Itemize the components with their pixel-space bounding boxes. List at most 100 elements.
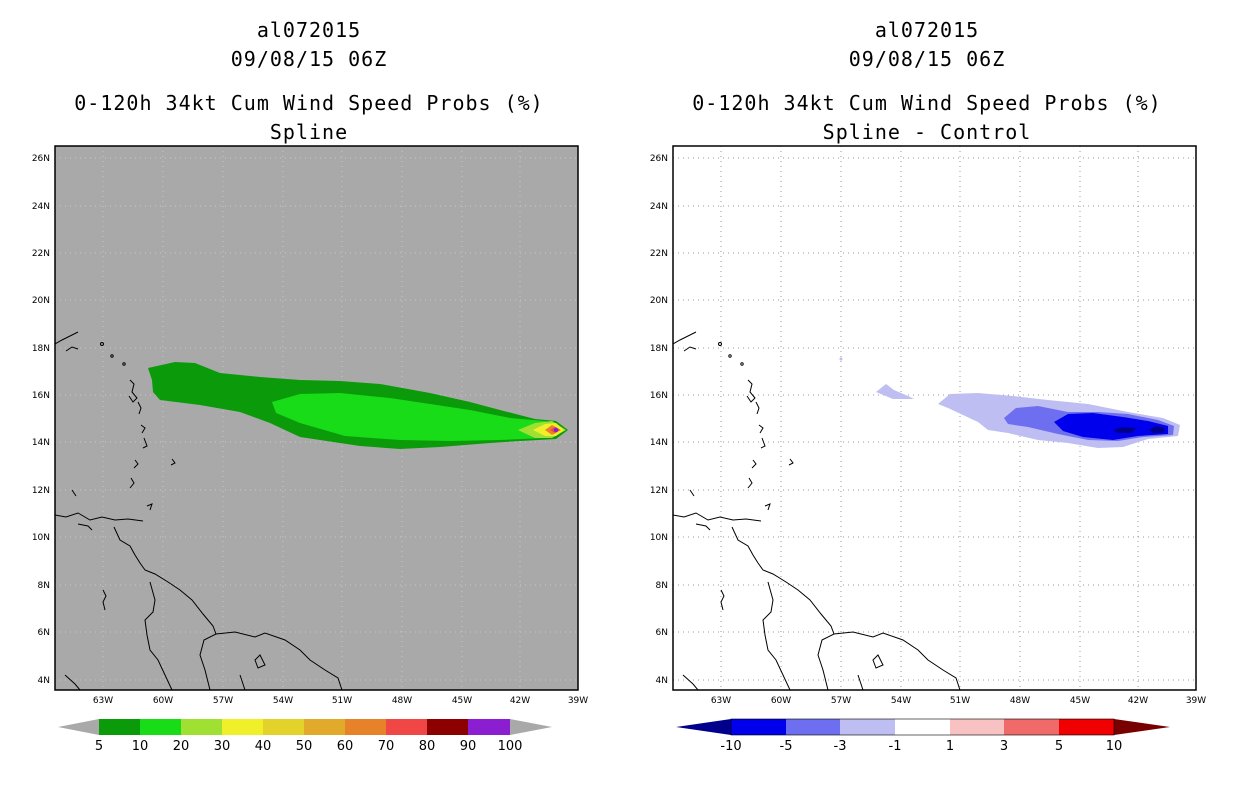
- colorbar-swatch: [386, 719, 427, 735]
- colorbar-swatch: [345, 719, 386, 735]
- probability-map: 26N 24N 22N 20N 18N 16N 14N 12N 10N 8N 6…: [32, 145, 588, 754]
- colorbar-label: 10: [132, 739, 149, 754]
- prob-swath-10pct: [272, 393, 566, 441]
- colorbar-swatch: [140, 719, 181, 735]
- lat-label: 12N: [650, 486, 668, 496]
- panel-subtitle: Spline - Control: [822, 120, 1032, 144]
- colorbar-label: 5: [95, 739, 103, 754]
- lat-label: 20N: [32, 296, 50, 306]
- lat-label: 18N: [650, 344, 668, 354]
- lat-label: 10N: [650, 533, 668, 543]
- colorbar-swatch: [181, 719, 222, 735]
- colorbar-label: 1: [946, 739, 954, 754]
- map-frame: [54, 145, 579, 691]
- colorbar-label: -5: [780, 739, 793, 754]
- grid-lines: [673, 146, 1196, 690]
- lon-label: 57W: [831, 696, 851, 706]
- grid-lines: [55, 146, 578, 690]
- colorbar-label: -3: [834, 739, 847, 754]
- colorbar-swatch: [895, 719, 950, 735]
- prob-swath-peak: [553, 427, 559, 433]
- lat-label: 4N: [38, 676, 50, 686]
- panel-subtitle: Spline: [269, 120, 349, 144]
- storm-id: al072015: [256, 18, 362, 42]
- lon-label: 42W: [510, 696, 530, 706]
- lat-label: 14N: [32, 438, 50, 448]
- product-title: 0-120h 34kt Cum Wind Speed Probs (%): [692, 91, 1162, 115]
- lat-label: 18N: [32, 344, 50, 354]
- lon-label: 51W: [332, 696, 352, 706]
- colorbar-high-arrow: [510, 719, 552, 735]
- lon-axis-labels: 63W 60W 57W 54W 51W 48W 45W 42W 39W: [93, 696, 588, 706]
- lat-label: 22N: [32, 249, 50, 259]
- lat-label: 14N: [650, 438, 668, 448]
- colorbar-swatch: [731, 719, 786, 735]
- colorbar-label: 80: [419, 739, 436, 754]
- lat-label: 26N: [32, 154, 50, 164]
- lat-label: 24N: [32, 202, 50, 212]
- colorbar-swatch: [222, 719, 263, 735]
- lat-label: 6N: [38, 628, 50, 638]
- colorbar-swatch: [840, 719, 895, 735]
- lon-label: 54W: [891, 696, 911, 706]
- colorbar-label: 40: [255, 739, 272, 754]
- colorbar-swatch: [1059, 719, 1114, 735]
- lon-label: 39W: [568, 696, 588, 706]
- diff-contour-minus10: [1149, 426, 1165, 433]
- colorbar-label: 20: [173, 739, 190, 754]
- colorbar-label: 60: [337, 739, 354, 754]
- product-title: 0-120h 34kt Cum Wind Speed Probs (%): [74, 91, 544, 115]
- colorbar-low-arrow: [58, 719, 99, 735]
- colorbar-label: 90: [460, 739, 477, 754]
- lat-label: 20N: [650, 296, 668, 306]
- coastlines: [673, 331, 961, 690]
- diff-contour-minus5: [1054, 413, 1168, 440]
- forecast-datetime: 09/08/15 06Z: [230, 47, 388, 71]
- colorbar-swatch: [99, 719, 140, 735]
- right-panel: al072015 09/08/15 06Z 0-120h 34kt Cum Wi…: [618, 0, 1236, 800]
- lon-label: 54W: [273, 696, 293, 706]
- colorbar-outline: [730, 718, 1115, 736]
- lat-label: 26N: [650, 154, 668, 164]
- colorbar-swatch: [468, 719, 510, 735]
- lat-axis-labels: 26N 24N 22N 20N 18N 16N 14N 12N 10N 8N 6…: [32, 154, 50, 686]
- lon-label: 42W: [1128, 696, 1148, 706]
- lon-label: 57W: [213, 696, 233, 706]
- lon-label: 63W: [711, 696, 731, 706]
- lat-label: 22N: [650, 249, 668, 259]
- colorbar-label: 30: [214, 739, 231, 754]
- colorbar-swatch: [786, 719, 840, 735]
- colorbar: -10 -5 -3 -1 1 3 5 10: [676, 718, 1170, 754]
- colorbar-swatch: [304, 719, 345, 735]
- colorbar-label: 10: [1106, 739, 1123, 754]
- map-frame: [672, 145, 1197, 691]
- colorbar-label: 100: [498, 739, 523, 754]
- lon-label: 48W: [1010, 696, 1030, 706]
- lon-label: 60W: [153, 696, 173, 706]
- lon-axis-labels: 63W 60W 57W 54W 51W 48W 45W 42W 39W: [711, 696, 1206, 706]
- lat-label: 24N: [650, 202, 668, 212]
- lat-label: 16N: [650, 391, 668, 401]
- lat-label: 12N: [32, 486, 50, 496]
- left-panel: al072015 09/08/15 06Z 0-120h 34kt Cum Wi…: [32, 18, 588, 754]
- colorbar-swatch: [263, 719, 304, 735]
- lat-label: 6N: [656, 628, 668, 638]
- lat-label: 8N: [38, 581, 50, 591]
- forecast-datetime: 09/08/15 06Z: [848, 47, 1006, 71]
- colorbar-label: 5: [1055, 739, 1063, 754]
- colorbar-swatch: [427, 719, 468, 735]
- colorbar-label: -1: [889, 739, 902, 754]
- lat-label: 8N: [656, 581, 668, 591]
- lat-axis-labels: 26N 24N 22N 20N 18N 16N 14N 12N 10N 8N 6…: [650, 154, 668, 686]
- colorbar: 5 10 20 30 40 50 60 70 80 90 100: [58, 719, 552, 754]
- lon-label: 60W: [771, 696, 791, 706]
- lon-label: 45W: [452, 696, 472, 706]
- colorbar-label: 50: [296, 739, 313, 754]
- lat-label: 10N: [32, 533, 50, 543]
- lon-label: 51W: [950, 696, 970, 706]
- lat-label: 4N: [656, 676, 668, 686]
- colorbar-high-arrow: [1114, 719, 1170, 735]
- lat-label: 16N: [32, 391, 50, 401]
- lon-label: 48W: [392, 696, 412, 706]
- lon-label: 39W: [1186, 696, 1206, 706]
